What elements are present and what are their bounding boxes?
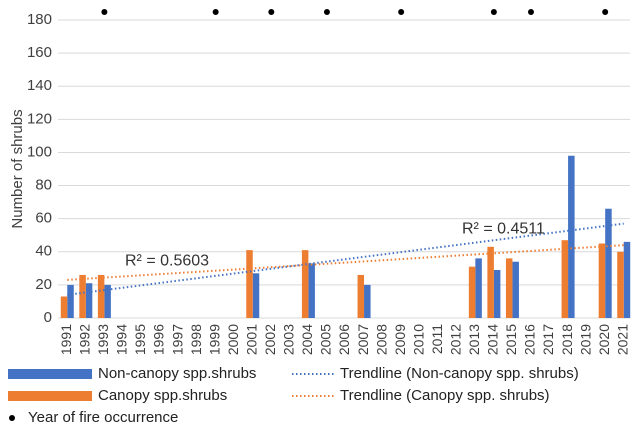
x-tick-label: 2020 bbox=[596, 324, 612, 355]
legend-label: Trendline (Non-canopy spp. shrubs) bbox=[340, 365, 579, 382]
bar bbox=[67, 284, 74, 318]
fire-marker bbox=[602, 9, 609, 15]
bar bbox=[475, 258, 482, 318]
bar bbox=[605, 208, 612, 318]
y-tick-label: 20 bbox=[35, 276, 52, 293]
x-tick-label: 2000 bbox=[225, 324, 241, 355]
legend-label: Year of fire occurrence bbox=[28, 409, 178, 426]
y-axis-label: Number of shrubs bbox=[9, 109, 26, 228]
fire-marker bbox=[490, 9, 497, 15]
bar bbox=[598, 243, 606, 318]
fire-marker bbox=[398, 9, 405, 15]
bar bbox=[364, 284, 371, 318]
legend-label: Trendline (Canopy spp. shrubs) bbox=[340, 387, 550, 404]
y-tick-label: 140 bbox=[27, 77, 52, 94]
x-tick-label: 1997 bbox=[169, 324, 185, 355]
bar bbox=[252, 273, 260, 318]
bar bbox=[357, 274, 365, 318]
x-tick-label: 1996 bbox=[151, 324, 167, 355]
x-tick-label: 2003 bbox=[281, 324, 297, 355]
x-tick-label: 2001 bbox=[243, 324, 259, 355]
y-tick-label: 180 bbox=[27, 11, 52, 28]
bar bbox=[617, 251, 624, 318]
x-tick-label: 1992 bbox=[77, 324, 93, 355]
legend-label: Canopy spp.shrubs bbox=[98, 387, 227, 404]
y-tick-label: 60 bbox=[35, 210, 52, 227]
x-tick-label: 2007 bbox=[355, 324, 371, 355]
trendline-annotation: R² = 0.5603 bbox=[125, 253, 209, 270]
bar bbox=[60, 296, 68, 318]
x-tick-label: 2011 bbox=[429, 324, 445, 354]
x-tick-label: 1994 bbox=[114, 324, 130, 355]
x-tick-label: 2010 bbox=[410, 324, 426, 355]
bar bbox=[623, 241, 631, 318]
bar bbox=[493, 269, 501, 318]
x-tick-label: 2015 bbox=[503, 324, 519, 355]
bar bbox=[512, 261, 519, 318]
legend-label: Non-canopy spp.shrubs bbox=[98, 365, 256, 382]
fire-marker bbox=[101, 9, 108, 15]
x-tick-label: 2006 bbox=[336, 324, 352, 355]
x-tick-label: 2013 bbox=[466, 324, 482, 355]
fire-marker bbox=[212, 9, 219, 15]
x-tick-label: 2009 bbox=[392, 324, 408, 355]
bar bbox=[561, 240, 569, 318]
fire-marker bbox=[527, 9, 534, 15]
fire-marker bbox=[268, 9, 275, 15]
x-tick-label: 2018 bbox=[559, 324, 575, 355]
fire-marker bbox=[323, 9, 330, 15]
bar bbox=[97, 274, 105, 318]
x-tick-label: 1995 bbox=[132, 324, 148, 355]
y-tick-label: 40 bbox=[35, 243, 52, 260]
x-tick-label: 1999 bbox=[206, 324, 222, 355]
bar bbox=[79, 274, 86, 318]
bar bbox=[505, 258, 513, 318]
bar bbox=[104, 284, 111, 318]
x-tick-label: 2019 bbox=[577, 324, 593, 355]
bar bbox=[308, 263, 315, 318]
y-tick-label: 80 bbox=[35, 177, 52, 194]
x-tick-label: 2021 bbox=[614, 324, 630, 355]
trendline bbox=[67, 244, 624, 281]
bar bbox=[246, 250, 253, 318]
bar bbox=[85, 283, 93, 318]
bar bbox=[301, 250, 309, 318]
trendline-annotation: R² = 0.4511 bbox=[462, 221, 545, 238]
legend: Non-canopy spp.shrubs Canopy spp.shrubs Tr… bbox=[8, 365, 579, 426]
x-tick-label: 2004 bbox=[299, 324, 315, 355]
y-tick-label: 160 bbox=[27, 44, 52, 61]
x-tick-label: 2008 bbox=[373, 324, 389, 355]
trendline bbox=[67, 222, 624, 296]
x-tick-label: 2014 bbox=[485, 324, 501, 355]
x-tick-label: 2016 bbox=[522, 324, 538, 355]
legend-swatch bbox=[8, 391, 92, 401]
legend-swatch bbox=[9, 415, 15, 421]
bar bbox=[568, 155, 575, 318]
y-tick-label: 100 bbox=[27, 143, 52, 160]
x-tick-label: 1993 bbox=[95, 324, 111, 355]
x-tick-label: 1998 bbox=[188, 324, 204, 355]
x-tick-label: 2005 bbox=[318, 324, 334, 355]
y-tick-label: 0 bbox=[44, 309, 52, 326]
x-tick-label: 2012 bbox=[447, 324, 463, 355]
bar bbox=[468, 266, 476, 318]
bar bbox=[487, 246, 494, 318]
x-tick-label: 2002 bbox=[262, 324, 278, 355]
x-tick-label: 1991 bbox=[58, 324, 74, 355]
legend-swatch bbox=[8, 369, 92, 379]
y-tick-label: 120 bbox=[27, 110, 52, 127]
x-tick-label: 2017 bbox=[540, 324, 556, 355]
